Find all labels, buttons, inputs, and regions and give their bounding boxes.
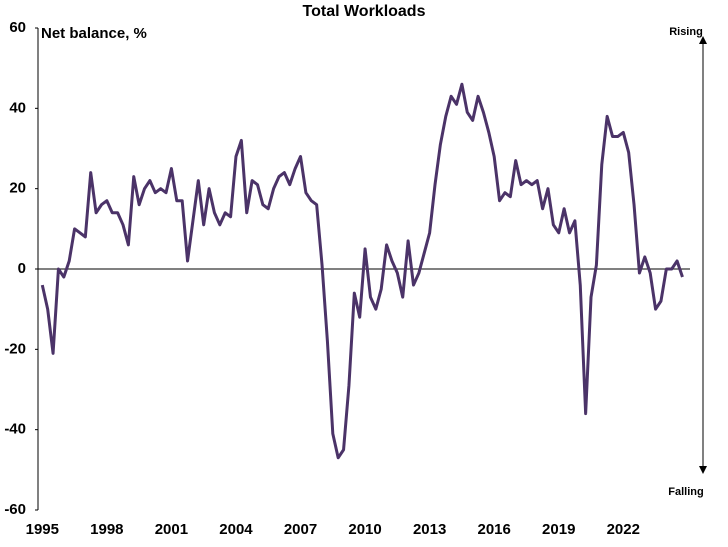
- x-tick-label: 2001: [155, 521, 188, 538]
- annotation: Rising: [669, 26, 703, 38]
- y-tick-label: 60: [9, 19, 26, 36]
- y-axis-label: Net balance, %: [41, 25, 147, 42]
- x-tick-label: 2022: [607, 521, 640, 538]
- y-tick-label: -40: [4, 421, 26, 438]
- x-tick-label: 1995: [26, 521, 59, 538]
- x-tick-label: 2016: [477, 521, 510, 538]
- x-tick-label: 2019: [542, 521, 575, 538]
- annotation: Falling: [668, 486, 703, 498]
- x-tick-label: 2007: [284, 521, 317, 538]
- x-tick-label: 1998: [90, 521, 123, 538]
- y-tick-label: -60: [4, 501, 26, 518]
- x-tick-label: 2013: [413, 521, 446, 538]
- y-tick-label: -20: [4, 340, 26, 357]
- x-tick-label: 2004: [219, 521, 253, 538]
- data-line: [40, 82, 684, 460]
- y-tick-label: 0: [18, 260, 26, 277]
- y-tick-label: 20: [9, 180, 26, 197]
- y-tick-label: 40: [9, 99, 26, 116]
- x-tick-label: 2010: [348, 521, 381, 538]
- chart-title: Total Workloads: [303, 3, 426, 20]
